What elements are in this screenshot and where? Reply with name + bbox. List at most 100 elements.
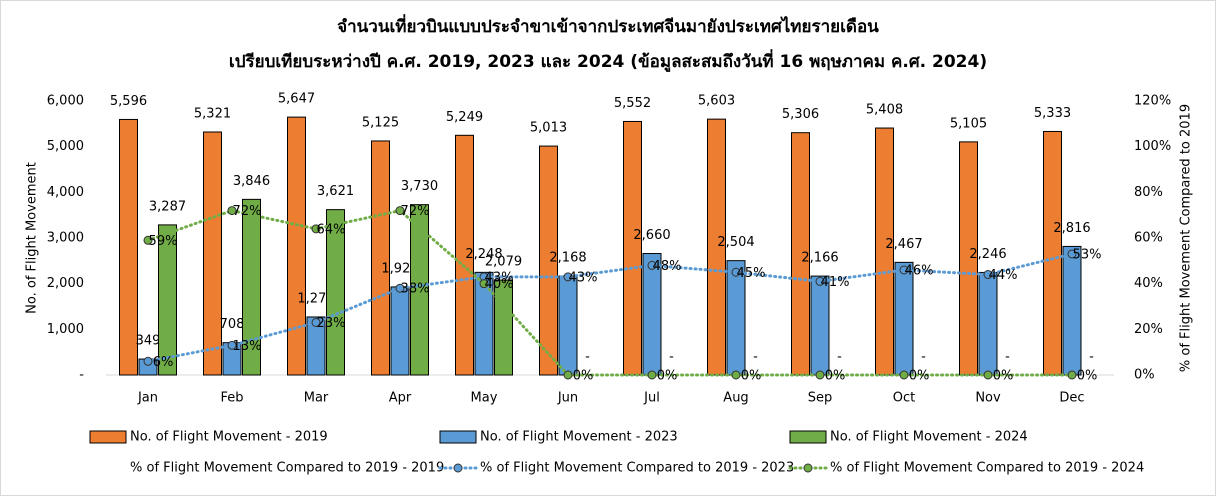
x-tick-label: Jul bbox=[643, 391, 660, 406]
line-point bbox=[311, 224, 321, 234]
line-point bbox=[983, 370, 993, 380]
y2-axis-label: % of Flight Movement Compared to 2019 bbox=[1179, 104, 1194, 372]
bar-label: 708 bbox=[220, 317, 245, 332]
x-tick-label: Jun bbox=[557, 391, 578, 406]
bar bbox=[539, 145, 558, 376]
y-tick-label: 4,000 bbox=[47, 185, 84, 200]
line-point bbox=[227, 340, 237, 350]
point-label: 0% bbox=[909, 369, 930, 384]
bar bbox=[1062, 245, 1082, 376]
bar-label: 5,306 bbox=[782, 107, 819, 122]
bar bbox=[894, 261, 914, 376]
legend-label: % of Flight Movement Compared to 2019 - … bbox=[830, 461, 1144, 476]
x-tick-label: Mar bbox=[304, 391, 329, 406]
point-label: 0% bbox=[1077, 369, 1098, 384]
y-tick-label: 3,000 bbox=[47, 231, 84, 246]
bar-label: 2,467 bbox=[885, 237, 922, 252]
bar bbox=[287, 116, 306, 376]
line bbox=[146, 208, 1074, 377]
bar bbox=[875, 127, 894, 376]
bar-label: - bbox=[753, 350, 758, 365]
legend-label: No. of Flight Movement - 2024 bbox=[830, 430, 1028, 445]
bar-label: - bbox=[837, 350, 842, 365]
bar-label: 1,929 bbox=[381, 261, 418, 276]
line bbox=[146, 252, 1074, 363]
y2-tick-label: 120% bbox=[1134, 94, 1171, 109]
line-point bbox=[563, 370, 573, 380]
bar bbox=[371, 140, 390, 376]
line-point bbox=[1067, 249, 1077, 259]
bar bbox=[978, 271, 998, 376]
x-tick-label: Feb bbox=[220, 391, 243, 406]
bar bbox=[119, 118, 138, 376]
bar bbox=[494, 279, 513, 376]
line-point bbox=[731, 267, 741, 277]
bar-label: 5,249 bbox=[446, 110, 483, 125]
bar-label: 2,504 bbox=[717, 235, 754, 250]
x-tick-label: Aug bbox=[723, 391, 748, 406]
point-label: 43% bbox=[485, 270, 514, 285]
legend-swatch bbox=[89, 430, 127, 444]
line-point bbox=[899, 370, 909, 380]
bar-label: - bbox=[1005, 350, 1010, 365]
legend-label: No. of Flight Movement - 2019 bbox=[130, 430, 328, 445]
line-point bbox=[143, 356, 153, 366]
line-point bbox=[647, 370, 657, 380]
x-tick-label: Oct bbox=[893, 391, 915, 406]
line-point bbox=[395, 283, 405, 293]
line-point bbox=[815, 370, 825, 380]
line-point bbox=[815, 276, 825, 286]
bar-label: 5,333 bbox=[1034, 106, 1071, 121]
bar bbox=[455, 134, 474, 376]
bar-label: 5,125 bbox=[362, 115, 399, 130]
y2-tick-label: 60% bbox=[1134, 231, 1163, 246]
x-tick-label: Sep bbox=[808, 391, 833, 406]
y2-tick-label: 0% bbox=[1134, 368, 1155, 383]
line-point bbox=[1067, 370, 1077, 380]
legend-swatch bbox=[439, 430, 477, 444]
point-label: 45% bbox=[737, 266, 766, 281]
y-tick-label: 5,000 bbox=[47, 139, 84, 154]
point-label: 6% bbox=[153, 355, 174, 370]
point-label: 72% bbox=[401, 204, 430, 219]
bar-label: 5,013 bbox=[530, 121, 567, 136]
x-tick-label: Nov bbox=[975, 391, 1001, 406]
bar bbox=[410, 204, 429, 376]
line-point bbox=[143, 235, 153, 245]
bar-label: - bbox=[921, 350, 926, 365]
y-tick-label: 6,000 bbox=[47, 94, 84, 109]
bar-label: 3,621 bbox=[317, 184, 354, 199]
bar-label: 349 bbox=[136, 334, 161, 349]
line-point bbox=[395, 206, 405, 216]
bar-label: 2,168 bbox=[549, 250, 586, 265]
line-point bbox=[479, 279, 489, 289]
bar-label: - bbox=[585, 350, 590, 365]
point-label: 0% bbox=[993, 369, 1014, 384]
point-label: 46% bbox=[905, 263, 934, 278]
bar-label: - bbox=[669, 350, 674, 365]
bar bbox=[203, 131, 222, 376]
point-label: 53% bbox=[1073, 247, 1102, 262]
y2-tick-label: 80% bbox=[1134, 185, 1163, 200]
bar-label: 2,079 bbox=[485, 255, 522, 270]
point-label: 41% bbox=[821, 275, 850, 290]
bar bbox=[242, 198, 261, 376]
bar-label: 5,321 bbox=[194, 107, 231, 122]
chart-subtitle: เปรียบเทียบระหว่างปี ค.ศ. 2019, 2023 และ… bbox=[229, 49, 987, 73]
bar-label: 1,271 bbox=[297, 291, 334, 306]
point-label: 40% bbox=[485, 277, 514, 292]
x-tick-label: May bbox=[471, 391, 498, 406]
line-point bbox=[647, 260, 657, 270]
y-tick-label: 1,000 bbox=[47, 322, 84, 337]
y-tick-label: 2,000 bbox=[47, 276, 84, 291]
bar bbox=[1043, 130, 1062, 376]
bar-label: 5,596 bbox=[110, 94, 147, 109]
bar-label: 2,246 bbox=[969, 247, 1006, 262]
bar bbox=[306, 316, 326, 376]
x-tick-label: Apr bbox=[389, 391, 412, 406]
x-tick-label: Dec bbox=[1059, 391, 1084, 406]
y-axis-label: No. of Flight Movement bbox=[25, 162, 40, 314]
point-label: 23% bbox=[317, 316, 346, 331]
point-label: 0% bbox=[573, 369, 594, 384]
